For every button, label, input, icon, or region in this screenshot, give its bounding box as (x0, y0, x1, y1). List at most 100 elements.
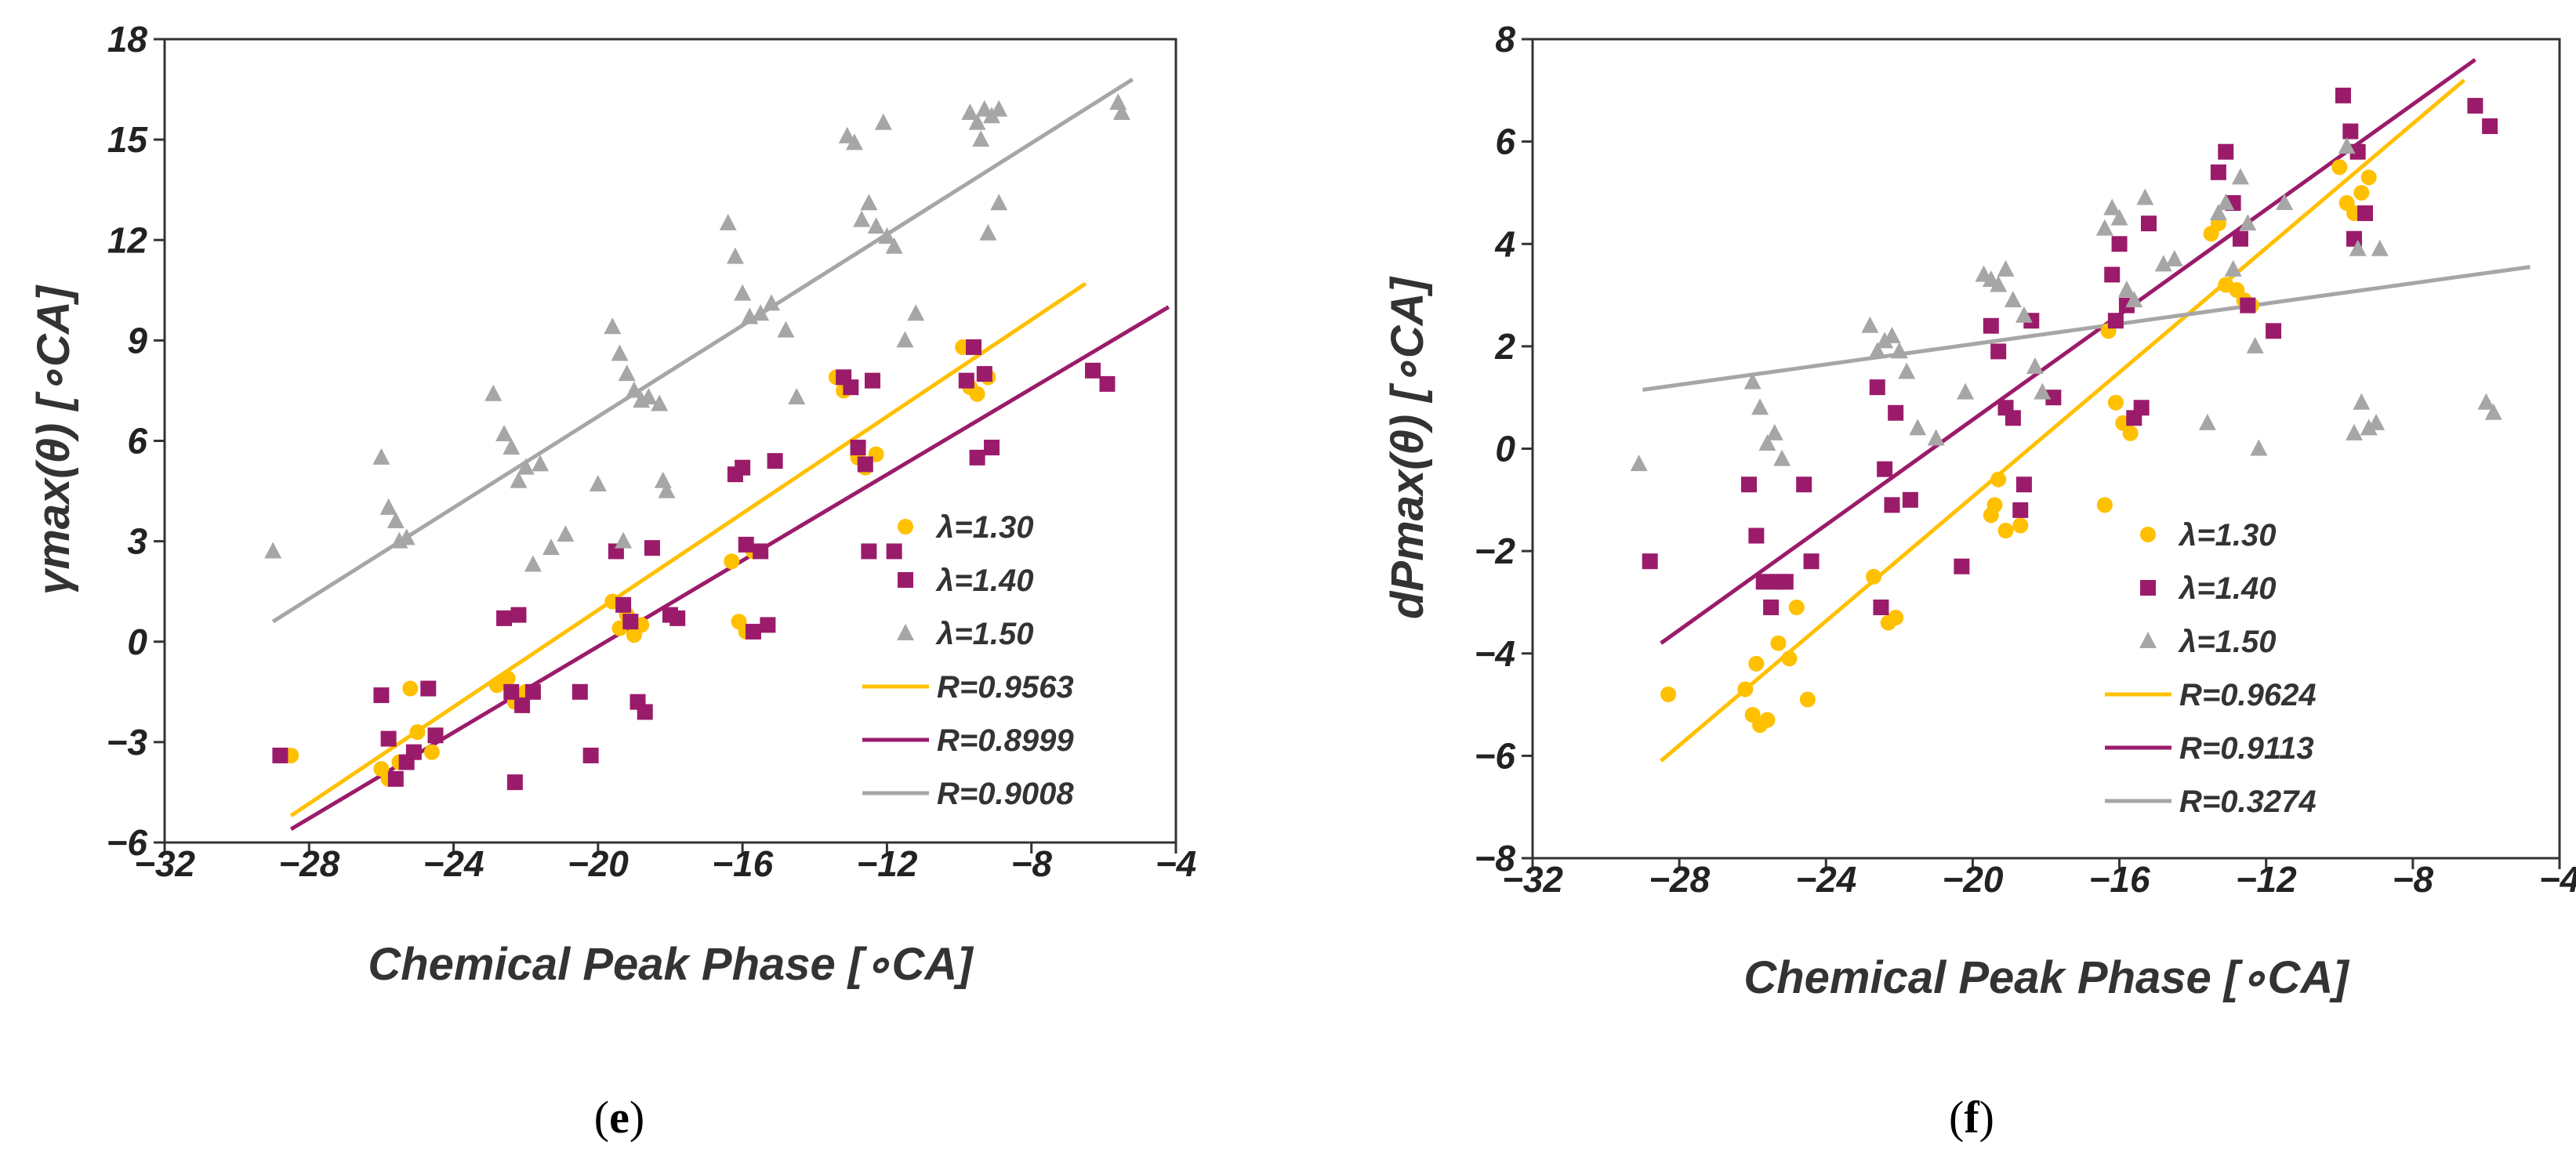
x-tick-label-e-2: −24 (423, 843, 484, 884)
legend-f: λ=1.30 λ=1.40 λ=1.50 R=0.9624 R=0.9113 R=0.32… (2105, 518, 2317, 819)
data-point-e-s1-3 (387, 770, 404, 787)
fit-line-e-r-0-9008 (271, 78, 1134, 624)
data-point-e-s0-27 (969, 386, 985, 402)
data-point-f-s2-12 (1909, 419, 1927, 436)
data-point-e-s1-36 (861, 543, 877, 560)
data-point-e-s2-10 (517, 458, 535, 475)
data-point-e-s2-12 (532, 455, 550, 472)
data-point-f-s2-42 (2353, 393, 2371, 410)
data-point-e-s1-18 (622, 614, 639, 630)
data-point-f-s0-4 (1759, 712, 1776, 728)
x-tick-label-e-3: −20 (568, 843, 629, 884)
data-point-e-s2-52 (1109, 93, 1127, 111)
data-point-e-s1-30 (767, 453, 783, 469)
legend-label-f-f2: R=0.3274 (2179, 785, 2317, 819)
data-point-f-s2-25 (2110, 208, 2128, 226)
data-point-f-s1-25 (2111, 236, 2128, 252)
data-point-f-s2-44 (2349, 239, 2367, 256)
data-point-e-s1-8 (496, 610, 513, 626)
data-point-f-s1-32 (2218, 143, 2234, 160)
data-point-f-s2-0 (1630, 455, 1648, 472)
data-point-f-s1-35 (2240, 297, 2256, 313)
data-point-f-s1-10 (1877, 461, 1893, 477)
data-point-f-s0-7 (1781, 650, 1798, 667)
data-point-e-s2-40 (878, 226, 896, 244)
x-tick-label-f-7: −4 (2539, 859, 2576, 900)
y-tick-label-e-5: 9 (127, 320, 147, 361)
x-tick-label-e-4: −16 (712, 843, 773, 884)
data-point-e-s1-0 (272, 747, 288, 763)
data-point-f-s1-3 (1755, 574, 1772, 590)
x-tick-label-f-4: −16 (2089, 859, 2150, 900)
y-tick-label-f-4: 0 (1495, 429, 1515, 469)
legend-marker-e-s1 (898, 572, 913, 588)
data-point-f-s1-6 (1777, 574, 1794, 590)
data-point-e-s0-4 (402, 680, 419, 697)
data-point-e-s1-42 (984, 440, 1000, 456)
data-point-f-s2-24 (2103, 198, 2121, 216)
data-point-e-s2-7 (495, 424, 513, 441)
data-point-e-s2-35 (845, 133, 863, 150)
data-point-f-s0-1 (1737, 681, 1754, 698)
data-point-f-s0-6 (1770, 635, 1787, 651)
data-point-f-s0-21 (2107, 394, 2124, 411)
data-point-e-s2-33 (788, 387, 806, 404)
x-tick-label-e-7: −4 (1156, 843, 1196, 884)
x-tick-label-f-1: −28 (1649, 859, 1710, 900)
data-point-e-s1-41 (976, 366, 992, 382)
legend-label-e-f0: R=0.9563 (937, 670, 1074, 705)
data-point-f-s1-31 (2210, 164, 2226, 180)
data-point-f-s1-17 (1990, 343, 2007, 360)
data-point-f-s1-24 (2104, 266, 2121, 283)
data-point-e-s2-26 (719, 213, 737, 230)
y-tick-label-e-8: 18 (107, 19, 148, 60)
data-point-e-s2-50 (979, 223, 997, 241)
data-point-f-s2-46 (2367, 413, 2386, 430)
data-point-f-s1-38 (2342, 123, 2359, 140)
data-point-e-s2-41 (885, 237, 903, 254)
data-point-f-s1-4 (1763, 599, 1780, 615)
data-point-f-s2-35 (2239, 214, 2257, 231)
data-point-f-s2-11 (1898, 362, 1916, 379)
data-point-f-s1-9 (1869, 379, 1885, 396)
legend-label-f-s0: λ=1.30 (2178, 518, 2276, 553)
legend-label-e-s1: λ=1.40 (935, 564, 1033, 598)
data-point-f-s2-20 (2015, 306, 2033, 323)
data-point-f-s2-5 (1773, 449, 1791, 466)
data-point-f-s0-13 (1888, 610, 1904, 626)
data-point-e-s2-30 (752, 304, 770, 321)
data-point-f-s2-32 (2217, 194, 2235, 210)
data-point-f-s2-10 (1890, 342, 1908, 359)
data-point-e-s2-22 (651, 394, 669, 411)
data-point-f-s1-1 (1741, 477, 1758, 493)
data-point-e-s2-3 (386, 512, 405, 528)
data-point-f-s2-45 (2371, 239, 2389, 256)
data-point-e-s1-43 (1085, 362, 1101, 379)
y-tick-label-f-5: 2 (1494, 326, 1515, 367)
y-tick-label-e-7: 15 (107, 119, 149, 160)
data-point-e-s2-38 (867, 217, 885, 234)
data-point-e-s2-27 (726, 247, 744, 264)
data-point-f-s0-16 (1997, 523, 2014, 538)
data-point-f-s2-3 (1758, 433, 1776, 451)
data-point-e-s1-21 (644, 540, 660, 556)
data-point-e-s1-35 (865, 372, 880, 389)
data-point-f-s2-47 (2477, 393, 2495, 410)
data-point-e-s2-39 (874, 113, 892, 130)
data-point-f-s2-43 (2360, 419, 2378, 436)
y-tick-label-e-1: −3 (107, 722, 148, 763)
data-point-f-s2-7 (1868, 342, 1886, 359)
x-tick-label-f-3: −20 (1942, 859, 2003, 900)
data-point-f-s2-36 (2246, 336, 2264, 353)
data-point-e-s1-26 (738, 536, 754, 553)
data-point-f-s2-26 (2117, 281, 2135, 298)
data-point-f-s2-14 (1957, 382, 1975, 400)
data-point-f-s2-2 (1751, 398, 1769, 415)
data-point-f-s0-31 (2331, 159, 2348, 176)
data-point-e-s2-17 (611, 344, 629, 361)
data-point-f-s1-2 (1748, 527, 1765, 544)
data-point-e-s2-0 (264, 542, 282, 559)
data-point-f-s0-10 (1866, 568, 1882, 585)
chart-panel-e: −32 −28 −24 −20 −16 −12 −8 −4 −6 −3 0 3 6 9 12 15 18 Ch… (28, 19, 1196, 1143)
data-point-e-s2-23 (654, 471, 672, 488)
